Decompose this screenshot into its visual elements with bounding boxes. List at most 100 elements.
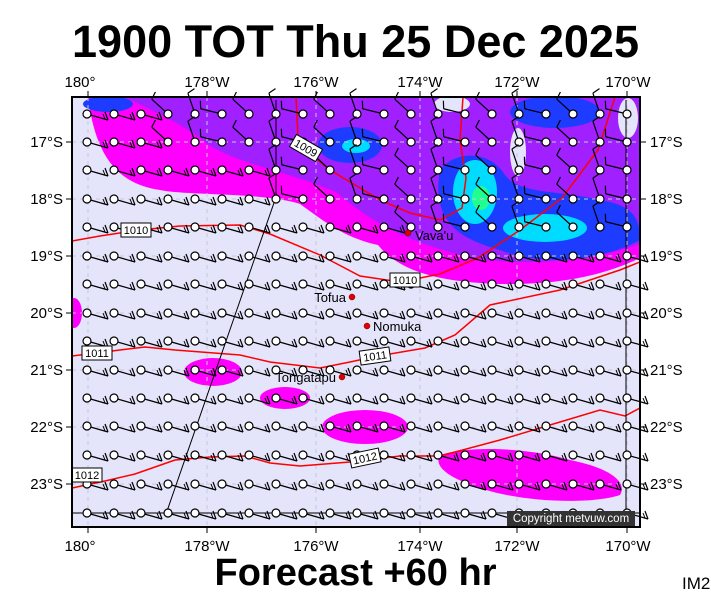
barb-feather [183, 169, 187, 176]
barb-feather [293, 481, 298, 491]
barb-feather [293, 310, 298, 320]
station-circle [514, 165, 524, 175]
barb-feather [129, 113, 133, 120]
barb-feather [266, 224, 271, 234]
barb-feather [480, 483, 484, 490]
barb-feather [102, 512, 106, 519]
station-circle [433, 336, 443, 346]
station-circle [298, 508, 308, 518]
station-circle [487, 137, 497, 147]
wind-barb [406, 508, 433, 520]
lat-label-right: 22°S [650, 419, 683, 436]
barb-feather [212, 338, 217, 348]
barb-feather [372, 483, 376, 490]
barb-feather [644, 481, 649, 491]
wind-barb [523, 156, 551, 175]
barb-feather [347, 395, 352, 405]
barb-feather [426, 255, 430, 262]
isobar-label: 1012 [348, 447, 382, 469]
station-circle [352, 479, 362, 489]
barb-feather [372, 425, 376, 432]
barb-feather [158, 395, 163, 405]
station-circle [271, 393, 281, 403]
barb-feather [588, 425, 592, 432]
isobar-line [72, 261, 640, 369]
wind-barb [523, 100, 551, 119]
station-circle [271, 279, 281, 289]
barb-feather [563, 338, 568, 348]
barb-feather [183, 512, 187, 519]
station-circle [487, 251, 497, 261]
station-circle [595, 165, 605, 175]
barb-feather [480, 425, 484, 432]
station-circle [190, 109, 200, 119]
wind-barb [109, 479, 136, 491]
station-circle [487, 336, 497, 346]
barb-feather [104, 224, 109, 234]
station-circle [109, 109, 119, 119]
barb-feather [212, 167, 217, 177]
barb-feather [374, 224, 379, 234]
station-circle [82, 393, 92, 403]
barb-feather [210, 483, 214, 490]
wind-barb [268, 116, 281, 147]
wind-barb [433, 479, 460, 491]
wind-barb [325, 279, 352, 291]
wind-barb [82, 109, 109, 121]
wind-barb [622, 450, 649, 462]
wind-barb [109, 109, 136, 121]
lon-label-top: 172°W [494, 74, 540, 91]
barb-feather [426, 283, 430, 290]
wind-barb [151, 91, 173, 119]
barb-feather [394, 119, 399, 128]
barb-feather [561, 312, 565, 319]
barb-feather [561, 483, 565, 490]
barb-feather [453, 283, 457, 290]
station-circle [217, 194, 227, 204]
station-circle [514, 222, 524, 232]
wind-barb [325, 479, 352, 491]
barb-feather [104, 111, 109, 121]
barb-feather [183, 397, 187, 404]
barb-feather [293, 452, 298, 462]
barb-feather [561, 283, 565, 290]
barb-feather [239, 395, 244, 405]
station-circle [217, 450, 227, 460]
station-circle [325, 109, 335, 119]
barb-feather [158, 111, 163, 121]
barb-feather [374, 481, 379, 491]
isobar-value: 1010 [393, 275, 417, 287]
station-circle [271, 508, 281, 518]
wind-barb [379, 479, 406, 491]
barb-feather [563, 367, 568, 377]
wind-barb [460, 508, 487, 520]
barb-feather [615, 397, 619, 404]
station-circle [379, 479, 389, 489]
wind-barb [325, 421, 352, 433]
wind-barb [136, 365, 163, 377]
barb-feather [156, 483, 160, 490]
place-marker [404, 229, 412, 237]
barb-feather [293, 338, 298, 348]
station-circle [109, 137, 119, 147]
lat-label-left: 22°S [30, 419, 63, 436]
barb-feather [102, 141, 106, 148]
station-circle [379, 421, 389, 431]
barb-feather [507, 369, 511, 376]
station-circle [217, 508, 227, 518]
station-circle [298, 308, 308, 318]
wind-barb [325, 393, 352, 405]
station-circle [217, 308, 227, 318]
barb-feather [615, 483, 619, 490]
barb-feather [210, 425, 214, 432]
barb-feather [320, 338, 325, 348]
wind-barb [514, 421, 541, 433]
wind-barb [190, 450, 217, 462]
wind-barb [298, 393, 325, 405]
barb-feather [401, 395, 406, 405]
station-circle [109, 450, 119, 460]
barb-feather [158, 310, 163, 320]
barb-feather [264, 283, 268, 290]
lat-label-right: 23°S [650, 476, 683, 493]
barb-feather [563, 395, 568, 405]
